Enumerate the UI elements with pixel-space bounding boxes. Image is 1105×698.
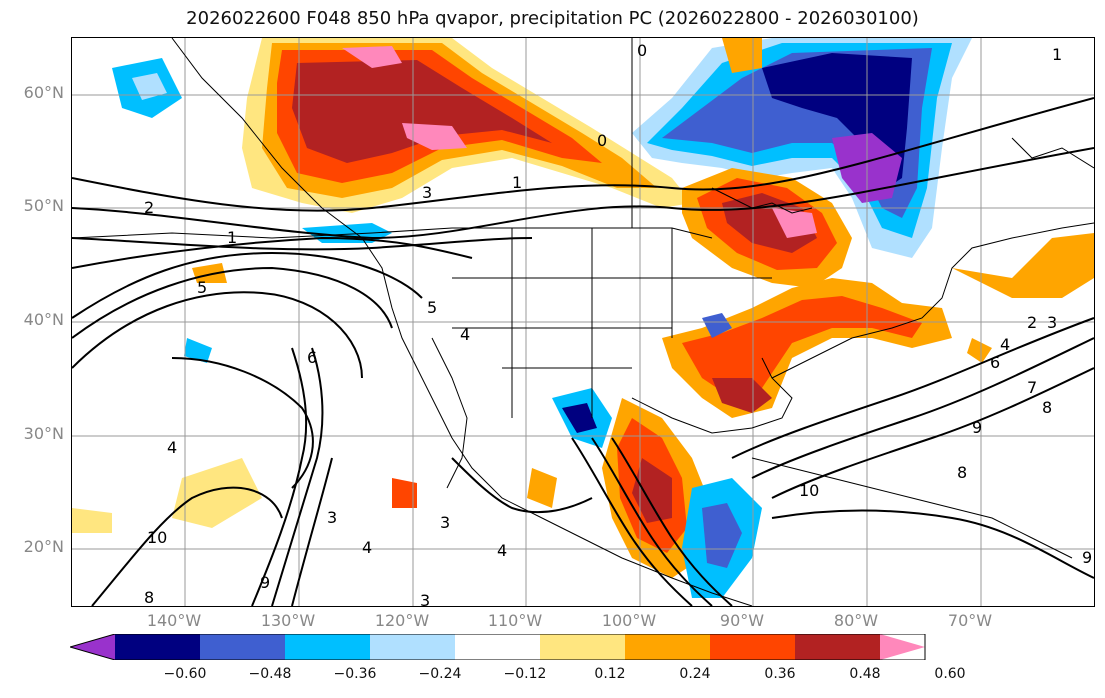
colorbar-segment xyxy=(625,634,710,660)
contour-label: 6 xyxy=(990,353,1000,372)
contour-label: 8 xyxy=(957,463,967,482)
colorbar-outline xyxy=(70,634,926,660)
lon-label-70w: 70°W xyxy=(947,611,993,630)
lon-label-140w: 140°W xyxy=(146,611,202,630)
colorbar-segment xyxy=(795,634,880,660)
lat-label-50n: 50°N xyxy=(23,196,64,215)
precip-shading xyxy=(72,38,1094,598)
map-canvas: 0 1 1 2 3 5 5 4 6 4 3 4 3 10 9 8 3 10 9 … xyxy=(72,38,1094,606)
contour-label: 2 xyxy=(144,198,154,217)
colorbar-segment xyxy=(710,634,795,660)
contour-label: 8 xyxy=(144,588,154,606)
colorbar xyxy=(70,634,926,660)
contour-label: 7 xyxy=(1027,378,1037,397)
lon-label-80w: 80°W xyxy=(833,611,879,630)
contour-label: 3 xyxy=(422,183,432,202)
map-title: 2026022600 F048 850 hPa qvapor, precipit… xyxy=(186,8,919,29)
colorbar-low-extend xyxy=(70,634,115,660)
colorbar-segment xyxy=(200,634,285,660)
graticule xyxy=(72,38,1094,606)
colorbar-label: −0.24 xyxy=(418,666,462,682)
contour-label: 1 xyxy=(512,173,522,192)
colorbar-label: −0.60 xyxy=(163,666,207,682)
contour-label: 3 xyxy=(327,508,337,527)
colorbar-label: 0.60 xyxy=(934,666,966,682)
lon-label-90w: 90°W xyxy=(719,611,765,630)
contour-label: 5 xyxy=(427,298,437,317)
colorbar-segment xyxy=(370,634,455,660)
contour-label: 3 xyxy=(1047,313,1057,332)
contour-label: 5 xyxy=(197,278,207,297)
contour-label: 6 xyxy=(307,348,317,367)
qvapor-contours xyxy=(72,97,1094,606)
contour-label: 4 xyxy=(460,325,470,344)
contour-label: 4 xyxy=(1000,335,1010,354)
colorbar-high-extend xyxy=(880,634,925,660)
colorbar-label: −0.12 xyxy=(503,666,547,682)
colorbar-segment xyxy=(285,634,370,660)
colorbar-label: 0.48 xyxy=(849,666,881,682)
contour-label: 2 xyxy=(1027,313,1037,332)
lon-label-120w: 120°W xyxy=(374,611,430,630)
contour-label: 4 xyxy=(362,538,372,557)
lon-label-110w: 110°W xyxy=(487,611,543,630)
lat-label-60n: 60°N xyxy=(23,83,64,102)
contour-label: 9 xyxy=(260,573,270,592)
contour-label: 0 xyxy=(597,131,607,150)
colorbar-label: −0.48 xyxy=(248,666,292,682)
contour-labels: 0 1 1 2 3 5 5 4 6 4 3 4 3 10 9 8 3 10 9 … xyxy=(144,41,1092,606)
colorbar-label: 0.36 xyxy=(764,666,796,682)
contour-label: 1 xyxy=(1052,45,1062,64)
colorbar-label: 0.24 xyxy=(679,666,711,682)
map-panel: 0 1 1 2 3 5 5 4 6 4 3 4 3 10 9 8 3 10 9 … xyxy=(71,37,1095,607)
lon-label-130w: 130°W xyxy=(260,611,316,630)
lat-label-30n: 30°N xyxy=(23,424,64,443)
colorbar-segment xyxy=(540,634,625,660)
contour-label: 4 xyxy=(167,438,177,457)
contour-label: 3 xyxy=(420,591,430,606)
colorbar-segment xyxy=(115,634,200,660)
contour-label: 10 xyxy=(147,528,167,547)
contour-label: 10 xyxy=(799,481,819,500)
colorbar-segment xyxy=(455,634,540,660)
lat-label-20n: 20°N xyxy=(23,537,64,556)
contour-label: 9 xyxy=(972,418,982,437)
contour-label: 1 xyxy=(227,228,237,247)
lat-label-40n: 40°N xyxy=(23,310,64,329)
coastlines xyxy=(72,38,1094,606)
colorbar-label: 0.12 xyxy=(594,666,626,682)
contour-label: 0 xyxy=(637,41,647,60)
contour-label: 9 xyxy=(1082,548,1092,567)
colorbar-label: −0.36 xyxy=(333,666,377,682)
contour-label: 4 xyxy=(497,541,507,560)
lon-label-100w: 100°W xyxy=(601,611,657,630)
contour-label: 3 xyxy=(440,513,450,532)
contour-label: 8 xyxy=(1042,398,1052,417)
